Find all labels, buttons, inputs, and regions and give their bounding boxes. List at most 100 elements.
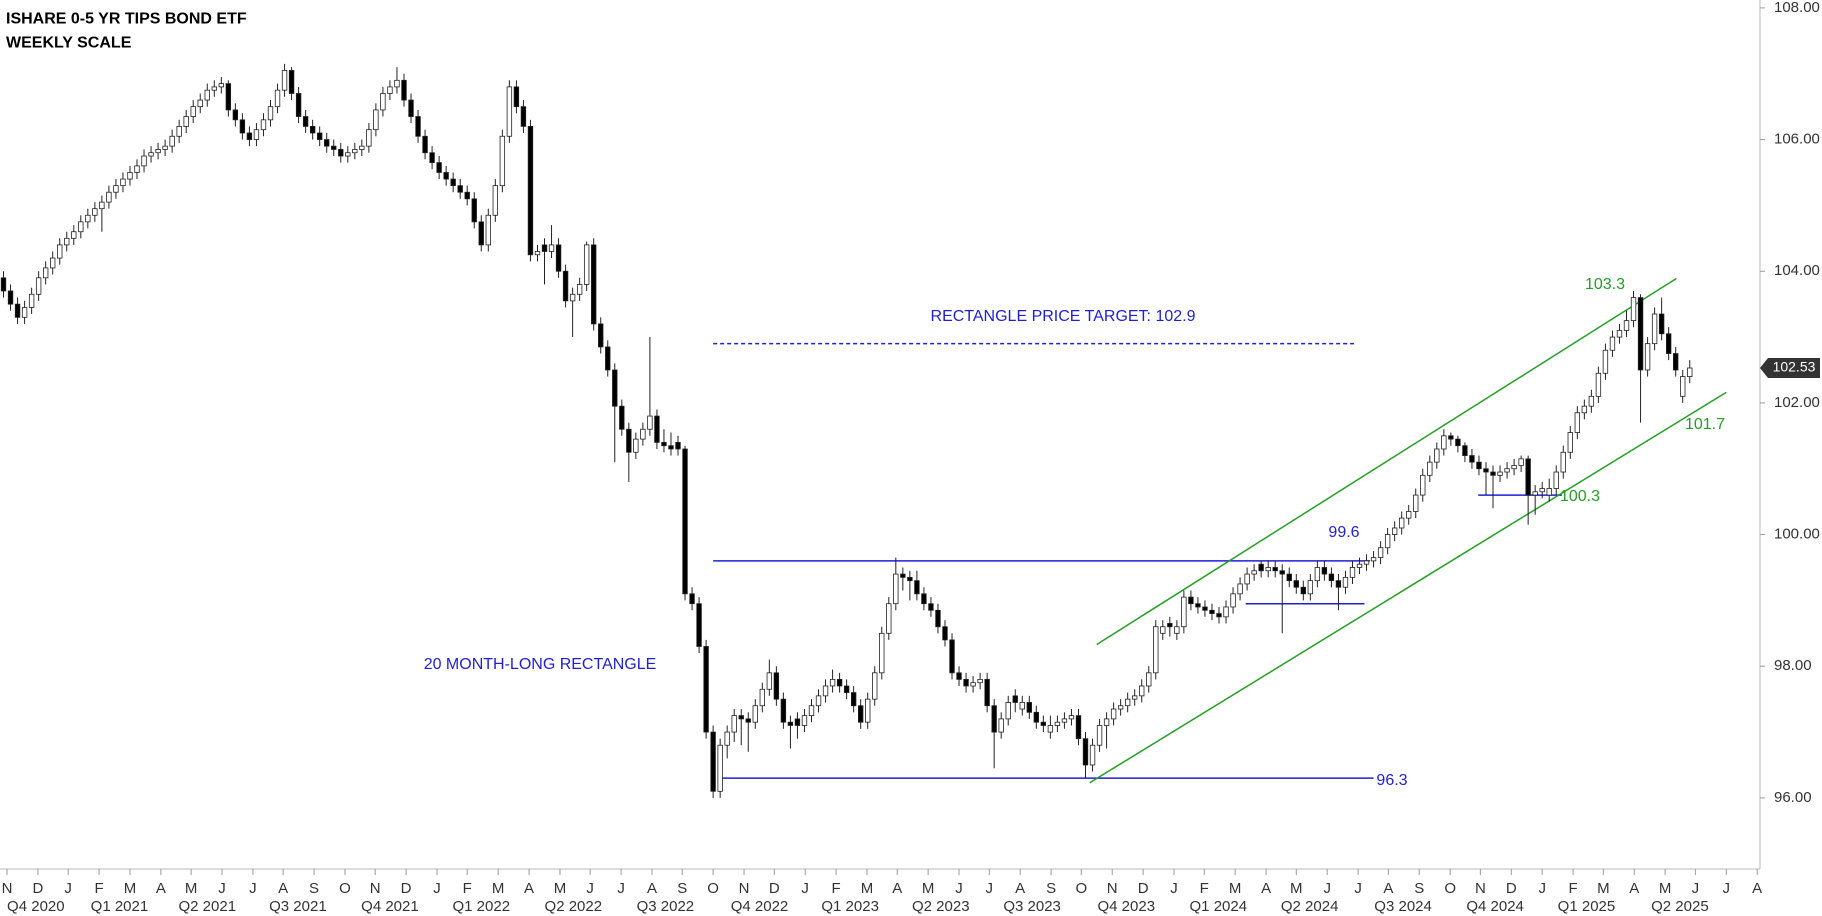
candle-body [324, 139, 330, 147]
x-tick-label: J [617, 880, 625, 897]
candle-body [1209, 609, 1215, 614]
candle-body [555, 244, 562, 272]
candle-body [1687, 367, 1693, 377]
x-tick-label: M [124, 880, 137, 897]
candle-body [120, 178, 126, 187]
annotation: 20 MONTH-LONG RECTANGLE [424, 656, 657, 673]
candle-body [450, 178, 456, 187]
candle-body [141, 155, 147, 167]
x-tick-label: A [156, 880, 166, 897]
candle-body [1075, 715, 1082, 740]
candle-body [1595, 372, 1602, 397]
candle-body [1033, 711, 1040, 723]
x-tick-label: O [339, 880, 351, 897]
x-tick-label: O [1075, 880, 1087, 897]
candle-body [1096, 725, 1103, 746]
candle-body [1174, 626, 1180, 634]
candle-body [1363, 560, 1370, 565]
candle-body [689, 593, 695, 605]
candle-body [162, 145, 168, 150]
x-tick-label: N [370, 880, 381, 897]
trend-line [1089, 391, 1727, 784]
candle-body [724, 731, 730, 746]
candle-body [1609, 336, 1616, 351]
candle-body [1061, 718, 1068, 723]
candle-body [345, 152, 351, 157]
candle-body [759, 688, 765, 707]
chart-subtitle: WEEKLY SCALE [6, 34, 132, 51]
x-tick-label: M [492, 880, 505, 897]
candle-body [302, 116, 309, 127]
candle-body [267, 106, 274, 121]
candle-body [1103, 718, 1110, 726]
candle-body [1265, 567, 1271, 572]
candle-body [513, 86, 520, 108]
quarter-label: Q1 2021 [91, 898, 149, 915]
candle-body [225, 83, 232, 111]
candle-body [1413, 494, 1419, 512]
candle-body [710, 731, 716, 792]
quarter-label: Q1 2022 [453, 898, 511, 915]
candle-body [787, 721, 794, 726]
x-tick-label: M [185, 880, 198, 897]
candle-body [408, 99, 414, 117]
x-tick-label: O [707, 880, 719, 897]
candle-body [1532, 491, 1538, 496]
candle-body [1469, 455, 1475, 463]
candle-body [288, 70, 295, 94]
x-tick-label: A [892, 880, 902, 897]
x-tick-label: F [832, 880, 841, 897]
candle-body [1539, 488, 1545, 493]
x-tick-label: M [554, 880, 567, 897]
candle-body [1441, 435, 1447, 450]
candle-body [731, 715, 737, 733]
candle-body [843, 685, 850, 693]
x-tick-label: M [922, 880, 935, 897]
candle-body [850, 692, 857, 707]
quarter-label: Q2 2024 [1281, 898, 1339, 915]
candle-body [794, 718, 801, 726]
candle-body [1160, 626, 1166, 634]
candle-body [893, 573, 899, 605]
candle-body [591, 244, 597, 325]
x-tick-label: N [2, 880, 13, 897]
candle-body [331, 145, 337, 150]
candle-body [534, 251, 541, 256]
candle-body [42, 267, 49, 279]
candle-body [1567, 432, 1573, 453]
x-tick-label: A [524, 880, 534, 897]
candle-body [169, 135, 175, 147]
candle-body [1167, 623, 1173, 628]
candle-body [366, 129, 372, 147]
x-tick-label: O [1444, 880, 1456, 897]
candle-body [808, 705, 815, 717]
quarter-label: Q4 2023 [1097, 898, 1155, 915]
candle-body [598, 323, 604, 348]
candle-body [836, 679, 843, 687]
candle-body [1546, 488, 1552, 496]
y-tick-label: 102.00 [1774, 394, 1820, 411]
candle-body [1300, 586, 1306, 595]
candle-body [1286, 573, 1292, 582]
x-tick-label: D [401, 880, 412, 897]
candle-body [872, 672, 878, 700]
x-tick-label: J [218, 880, 226, 897]
candle-body [1251, 570, 1257, 575]
candle-body [1658, 313, 1665, 335]
candle-body [1117, 705, 1124, 710]
candle-body [626, 428, 632, 453]
x-tick-label: J [249, 880, 257, 897]
price-tag [1760, 358, 1820, 379]
quarter-label: Q2 2025 [1651, 898, 1709, 915]
candle-body [1377, 547, 1384, 559]
x-tick-label: D [1138, 880, 1149, 897]
candle-body [1124, 698, 1131, 707]
candle-body [1047, 725, 1054, 733]
candle-body [1525, 458, 1531, 496]
candle-body [576, 283, 583, 295]
candle-body [661, 441, 667, 447]
candle-body [471, 198, 477, 223]
candle-body [1279, 570, 1285, 575]
candle-body [1651, 313, 1658, 345]
candle-body [1230, 593, 1236, 608]
